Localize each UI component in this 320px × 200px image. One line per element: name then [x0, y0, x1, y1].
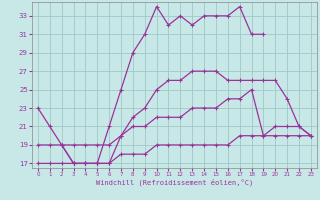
- X-axis label: Windchill (Refroidissement éolien,°C): Windchill (Refroidissement éolien,°C): [96, 179, 253, 186]
